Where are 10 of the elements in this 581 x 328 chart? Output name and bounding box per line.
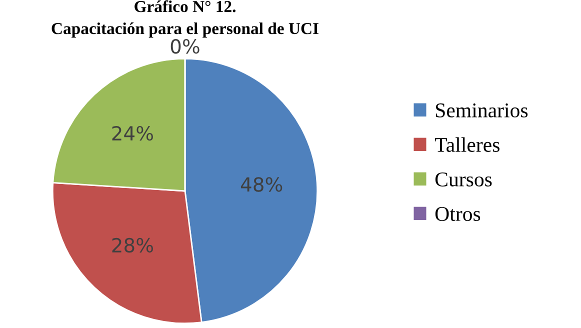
chart-title: Gráfico N° 12.: [134, 0, 236, 12]
legend-label: Talleres: [434, 137, 500, 152]
data-label: 48%: [240, 177, 282, 192]
chart-subtitle: Capacitación para el personal de UCI: [52, 22, 318, 38]
legend-label: Otros: [435, 206, 480, 221]
data-label: 28%: [112, 238, 153, 253]
legend-label: Seminarios: [436, 103, 528, 118]
legend-label: Cursos: [435, 172, 492, 186]
text: 0%: [170, 38, 200, 54]
data-label: 24%: [112, 126, 153, 141]
